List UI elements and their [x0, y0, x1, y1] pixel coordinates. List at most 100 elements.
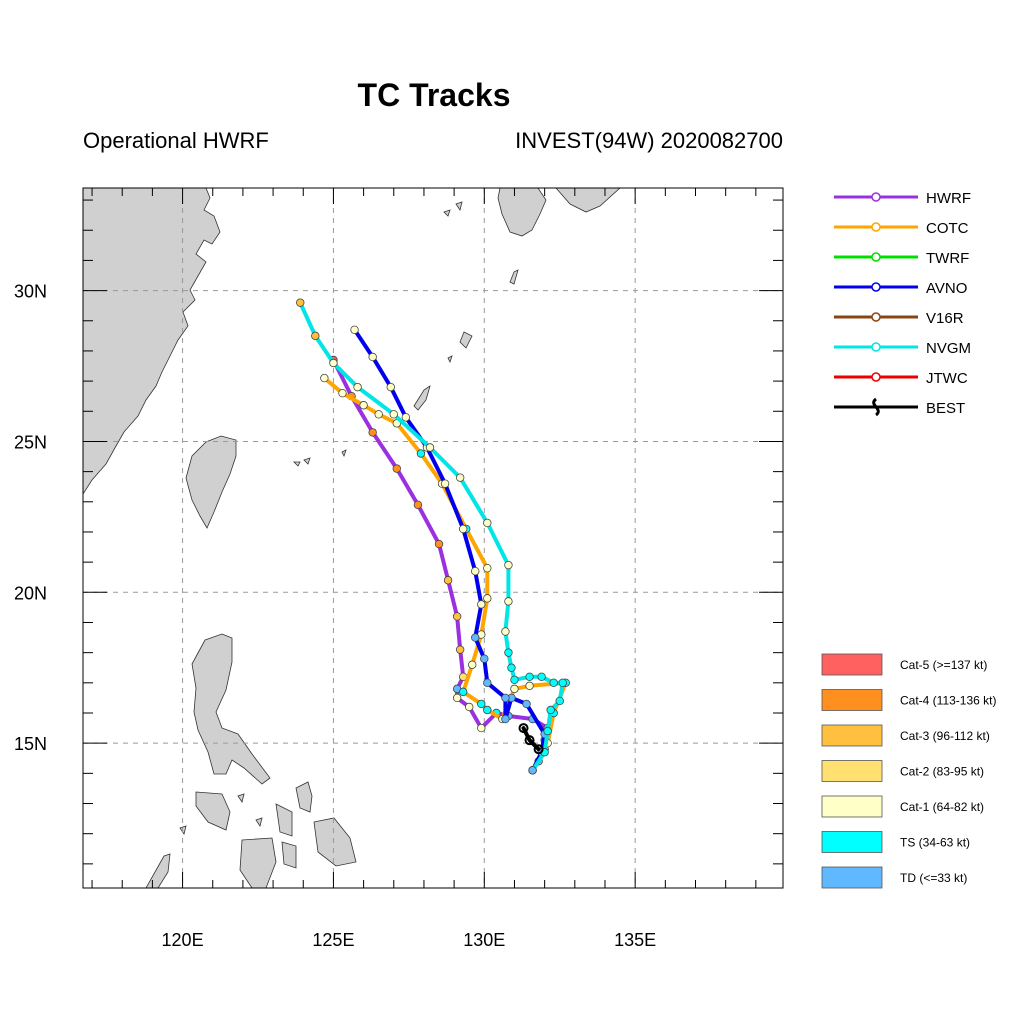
track-point-nvgm: [558, 678, 567, 688]
intensity-swatch: [821, 760, 883, 782]
track-point-hwrf: [452, 612, 462, 621]
lat-tick-label: 20N: [14, 583, 47, 603]
land-mindoro: [195, 791, 231, 831]
lat-tick-label: 25N: [14, 432, 47, 452]
legend-label-v16r: V16R: [926, 310, 964, 327]
track-point-avno: [471, 566, 480, 576]
best-track-point: [524, 735, 535, 746]
track-point-nvgm: [525, 672, 534, 681]
track-point-nvgm: [329, 358, 338, 368]
land-sakishima-2: [303, 457, 311, 465]
land-amami: [459, 331, 473, 349]
best-track-point: [518, 723, 529, 734]
track-point-cotc: [483, 594, 492, 603]
track-point-hwrf: [452, 693, 462, 703]
intensity-label: Cat-4 (113-136 kt): [900, 694, 997, 708]
map-panel: [83, 188, 783, 888]
track-point-avno: [477, 600, 486, 609]
land-islet-5: [237, 793, 245, 803]
track-point-nvgm: [311, 331, 320, 341]
track-point-nvgm: [425, 443, 435, 452]
legend-label-nvgm: NVGM: [926, 340, 971, 357]
track-point-cotc: [483, 705, 492, 715]
intensity-swatch: [821, 724, 883, 747]
track-point-avno: [471, 633, 480, 642]
axis-ticks: [83, 188, 783, 888]
track-point-avno: [483, 678, 492, 688]
track-point-nvgm: [555, 696, 564, 706]
intensity-swatch: [821, 689, 883, 711]
land-okinawa: [413, 385, 431, 411]
lat-tick-label: 30N: [14, 282, 47, 302]
land-leyte: [275, 803, 293, 837]
hurricane-symbol-icon: [872, 397, 880, 417]
legend-marker-nvgm: [871, 342, 881, 352]
land-mindanao: [313, 817, 357, 867]
figure-title: TC Tracks: [358, 77, 511, 113]
legend-label-avno: AVNO: [926, 280, 967, 297]
legend-label-twrf: TWRF: [926, 250, 969, 267]
intensity-swatch: [821, 831, 883, 853]
track-point-avno: [522, 699, 531, 709]
track-point-avno: [350, 325, 359, 335]
track-point-avno: [501, 693, 510, 703]
model-legend: HWRF COTC TWRF AVNO V16R NVGM JTWC BEST: [834, 190, 971, 417]
legend-marker-hwrf: [871, 192, 881, 202]
legend-marker-v16r: [871, 312, 881, 322]
track-point-cotc: [468, 660, 477, 669]
track-point-cotc: [338, 388, 347, 398]
intensity-label: Cat-1 (64-82 kt): [900, 800, 984, 814]
land-sakishima-1: [293, 461, 301, 467]
intensity-swatch: [821, 795, 883, 818]
track-line-cotc: [322, 376, 568, 773]
land-islet-6: [255, 817, 263, 827]
lon-tick-label: 120E: [162, 930, 204, 950]
track-point-nvgm: [543, 726, 552, 736]
track-point-avno: [501, 714, 510, 724]
land-tanegashima: [509, 269, 519, 285]
track-point-hwrf: [455, 645, 465, 654]
track-point-avno: [440, 479, 450, 488]
track-point-nvgm: [483, 518, 492, 528]
lon-tick-label: 125E: [312, 930, 354, 950]
land-honshu: [555, 188, 621, 213]
subtitle-storm-id: INVEST(94W) 2020082700: [515, 128, 783, 153]
track-point-avno: [401, 413, 411, 422]
axis-tick-labels: 120E 125E 130E 135E 15N 20N 25N 30N: [14, 282, 656, 950]
track-point-cotc: [510, 684, 519, 694]
legend-label-jtwc: JTWC: [926, 370, 968, 387]
intensity-swatch: [821, 866, 883, 889]
intensity-label: TD (<=33 kt): [900, 871, 967, 885]
land-taiwan: [185, 435, 237, 529]
track-point-avno: [368, 352, 377, 362]
track-point-nvgm: [504, 597, 513, 606]
land-kyushu-shikoku: [497, 188, 547, 237]
track-point-avno: [386, 382, 395, 392]
track-point-avno: [458, 524, 468, 534]
land-izu-islet-2: [443, 209, 451, 217]
lon-tick-label: 135E: [614, 930, 656, 950]
land-islet-3: [447, 355, 453, 364]
track-point-cotc: [359, 401, 368, 410]
track-point-nvgm: [353, 382, 362, 392]
model-tracks: [296, 298, 570, 775]
track-point-cotc: [458, 687, 468, 697]
track-point-hwrf: [477, 723, 486, 733]
legend-marker-cotc: [871, 222, 881, 232]
land-samar: [295, 781, 313, 813]
track-point-avno: [480, 654, 489, 663]
lat-tick-label: 15N: [14, 734, 47, 754]
track-point-nvgm: [504, 560, 513, 570]
land-masses: [83, 188, 621, 888]
track-point-hwrf: [413, 500, 423, 510]
track-point-hwrf: [392, 464, 401, 473]
track-point-cotc: [525, 681, 534, 691]
land-islet-4: [341, 449, 347, 458]
intensity-swatch: [821, 653, 883, 676]
track-point-nvgm: [537, 672, 546, 681]
land-luzon: [191, 633, 271, 785]
intensity-legend: Cat-5 (>=137 kt) Cat-4 (113-136 kt) Cat-3 …: [821, 653, 997, 889]
track-point-nvgm: [389, 410, 398, 419]
track-point-cotc: [416, 449, 426, 458]
